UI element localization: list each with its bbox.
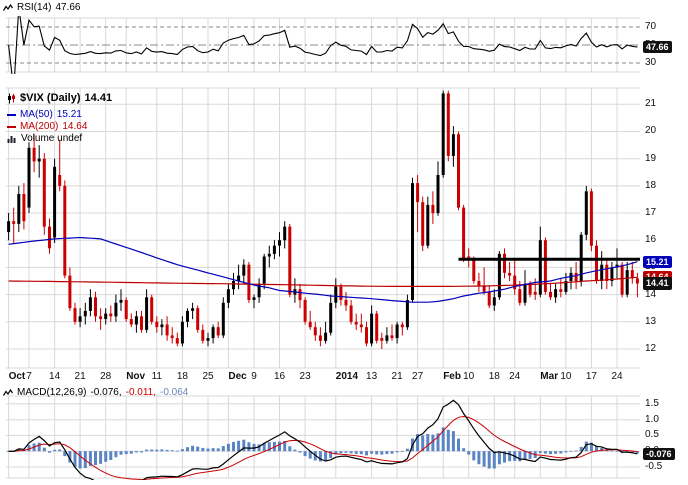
price-value-badge: 15.21 <box>643 255 672 269</box>
rsi-line <box>8 16 638 74</box>
x-axis-label: 7 <box>26 371 32 382</box>
price-axis-tick: 14 <box>645 288 657 300</box>
line-chart-icon <box>3 388 13 396</box>
ma200-value: 14.64 <box>62 121 88 132</box>
line-chart-icon <box>3 3 13 11</box>
ma200-dash-icon <box>7 125 16 128</box>
x-axis-label: 17 <box>585 371 597 382</box>
price-axis-tick: 16 <box>645 234 657 246</box>
macd-axis-tick: 1.0 <box>645 413 659 425</box>
x-axis-label: 18 <box>488 371 500 382</box>
ma200-line <box>8 276 638 287</box>
price-value-badge: 14.41 <box>643 277 672 290</box>
x-axis-label: 2014 <box>335 371 359 382</box>
rsi-axis-tick: 70 <box>645 21 657 32</box>
x-axis-label: Oct <box>8 371 26 382</box>
macd-axis-tick: -0.5 <box>645 460 663 472</box>
macd-line-value: -0.076, <box>90 387 122 398</box>
rsi-value-badge: 47.66 <box>643 41 672 54</box>
rsi-legend: RSI(14) 47.66 <box>3 2 80 13</box>
x-axis-label: 18 <box>176 371 188 382</box>
ma50-dash-icon <box>7 113 16 116</box>
volume-bars-icon <box>7 136 16 143</box>
macd-axis-tick: 0.5 <box>645 429 659 441</box>
x-axis-label: 23 <box>299 371 311 382</box>
price-axis-tick: 19 <box>645 152 657 164</box>
ma200-legend: MA(200) 14.64 <box>7 121 87 132</box>
rsi-label: RSI(14) <box>17 2 52 13</box>
x-axis-label: 25 <box>202 371 214 382</box>
volume-legend: Volume undef <box>7 133 82 144</box>
ma50-label: MA(50) <box>20 109 53 120</box>
last-price: 14.41 <box>84 92 113 104</box>
x-axis-label: Mar <box>540 371 559 382</box>
x-axis-label: 13 <box>366 371 378 382</box>
rsi-value: 47.66 <box>55 2 81 13</box>
x-axis-label: 28 <box>100 371 112 382</box>
rsi-axis-tick: 30 <box>645 57 657 68</box>
x-axis-label: 24 <box>611 371 623 382</box>
x-axis-label: 10 <box>463 371 475 382</box>
price-axis-tick: 20 <box>645 125 657 137</box>
symbol-title: $VIX (Daily) <box>20 92 81 104</box>
macd-hist-value: -0.064 <box>160 387 189 398</box>
ma50-legend: MA(50) 15.21 <box>7 109 82 120</box>
macd-line <box>8 399 638 480</box>
x-axis-label: 9 <box>251 371 257 382</box>
candlestick-icon <box>8 93 15 103</box>
x-axis-label: Dec <box>228 371 247 382</box>
x-axis-label: 11 <box>151 371 162 382</box>
x-axis-label: 27 <box>412 371 424 382</box>
x-axis-label: Feb <box>443 371 461 382</box>
price-axis-tick: 17 <box>645 207 657 219</box>
rsi-guide-lines <box>6 26 640 64</box>
symbol-title-legend: $VIX (Daily) 14.41 <box>7 92 112 104</box>
x-axis-label: 16 <box>273 371 286 382</box>
price-axis-tick: 21 <box>645 98 657 110</box>
macd-signal-line <box>8 415 638 480</box>
x-axis-label: 10 <box>560 371 572 382</box>
x-axis-label: 21 <box>74 371 86 382</box>
ma50-value: 15.21 <box>56 109 82 120</box>
ma200-label: MA(200) <box>20 121 59 132</box>
price-axis-tick: 18 <box>645 179 657 191</box>
candles <box>7 90 639 349</box>
macd-value-badge: -0.076 <box>643 447 675 460</box>
price-axis-tick: 13 <box>645 315 657 327</box>
price-axis-tick: 12 <box>645 342 657 354</box>
macd-legend: MACD(12,26,9) -0.076, -0.011, -0.064 <box>3 387 188 398</box>
x-axis-label: 21 <box>391 371 403 382</box>
x-axis-label: Nov <box>126 371 146 382</box>
volume-label: Volume undef <box>21 133 83 144</box>
x-axis-label: 24 <box>509 371 521 382</box>
macd-axis-tick: 1.5 <box>645 397 659 409</box>
x-axis-label: 14 <box>49 371 61 382</box>
macd-signal-value: -0.011, <box>125 387 156 398</box>
macd-label: MACD(12,26,9) <box>17 387 87 398</box>
ma50-line <box>8 236 638 303</box>
